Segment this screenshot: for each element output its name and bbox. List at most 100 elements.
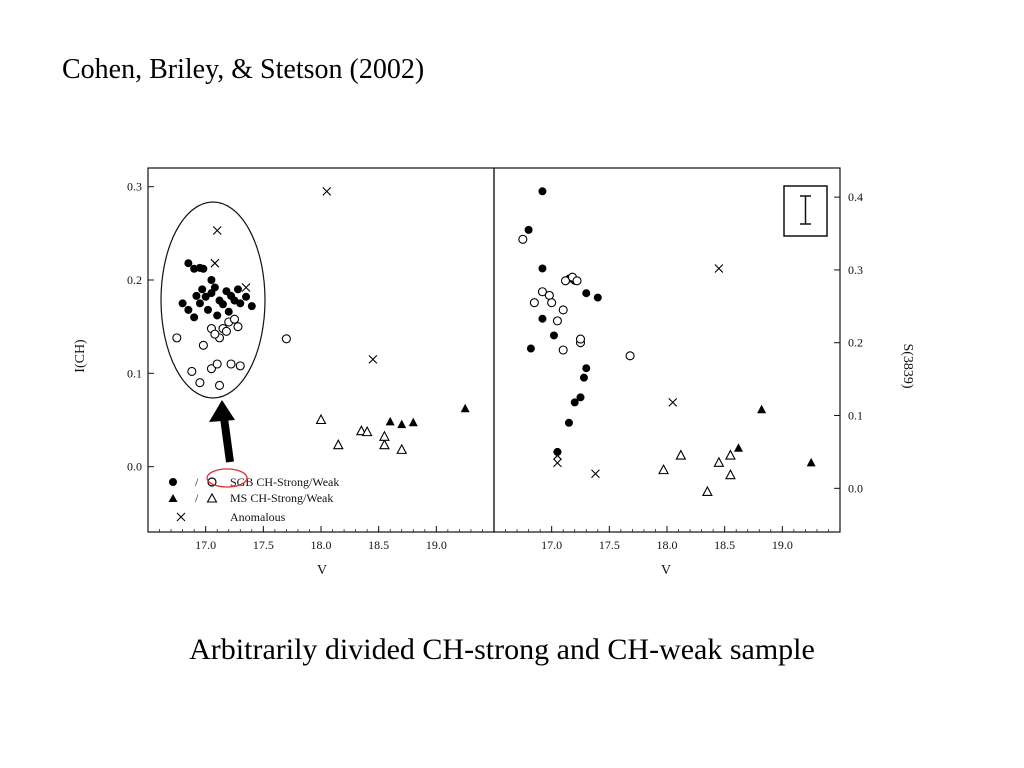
data-point-x xyxy=(714,264,724,273)
data-point-circle-open xyxy=(281,334,291,344)
data-point-circle-filled xyxy=(178,299,187,308)
data-point-circle-filled xyxy=(570,398,579,407)
data-point-circle-filled xyxy=(199,264,208,273)
svg-text:/: / xyxy=(195,475,199,489)
y-tick-label: 0.3 xyxy=(848,263,863,277)
legend-marker-circle-filled xyxy=(169,478,177,486)
data-point-circle-open xyxy=(558,345,568,355)
data-point-x xyxy=(553,458,562,468)
data-point-circle-filled xyxy=(524,225,533,234)
left-data-points xyxy=(172,186,470,454)
legend-marker-triangle-filled xyxy=(168,494,178,502)
data-point-circle-open xyxy=(206,364,216,374)
data-point-circle-filled xyxy=(242,292,251,301)
data-point-circle-open xyxy=(547,298,557,308)
y-tick-label: 0.1 xyxy=(127,366,142,380)
legend-marker-circle-open xyxy=(207,477,217,487)
data-point-circle-filled xyxy=(576,393,585,402)
data-point-circle-filled xyxy=(549,331,558,340)
data-point-triangle-open xyxy=(332,439,344,450)
svg-text:/: / xyxy=(195,491,199,505)
data-point-circle-open xyxy=(221,326,231,336)
right-axes: 17.0 17.5 18.0 18.5 19.0 0.0 0.1 0.2 0.3 0.4 xyxy=(493,190,863,552)
x-tick-label: 19.0 xyxy=(772,538,793,552)
data-point-circle-filled xyxy=(553,447,562,456)
data-point-circle-filled xyxy=(207,289,216,298)
data-point-circle-open xyxy=(226,359,236,369)
data-point-x xyxy=(212,226,222,235)
data-point-circle-filled xyxy=(198,285,207,294)
data-point-circle-open xyxy=(572,276,582,286)
data-point-circle-open xyxy=(210,329,220,339)
data-point-triangle-filled xyxy=(408,417,418,427)
data-point-triangle-open xyxy=(379,430,390,441)
sgb-highlight-oval xyxy=(206,468,248,488)
data-point-x xyxy=(668,398,678,407)
data-point-circle-open xyxy=(625,351,635,361)
data-point-circle-open xyxy=(229,314,240,324)
data-point-triangle-open xyxy=(355,425,367,436)
y-tick-label: 0.3 xyxy=(127,180,142,194)
data-point-circle-filled xyxy=(207,276,216,284)
x-tick-label: 17.0 xyxy=(195,538,216,552)
data-point-circle-filled xyxy=(184,259,193,268)
legend-label-anomalous: Anomalous xyxy=(230,510,286,524)
data-point-circle-open xyxy=(195,378,205,388)
data-point-circle-filled xyxy=(233,285,242,294)
data-point-circle-filled xyxy=(195,299,204,308)
data-point-circle-filled xyxy=(582,289,591,298)
data-point-triangle-filled xyxy=(397,419,407,429)
highlight-ellipse xyxy=(160,201,266,399)
data-point-circle-filled xyxy=(582,364,591,373)
y-tick-label: 0.1 xyxy=(848,409,863,423)
data-point-circle-open xyxy=(518,234,528,244)
data-point-triangle-filled xyxy=(460,403,470,413)
y-tick-label: 0.2 xyxy=(127,273,142,287)
figure-ch-index-vs-v: 17.0 17.5 18.0 18.5 19.00.00.10.20.3 17.0 17.… xyxy=(73,167,915,578)
arrow-icon xyxy=(209,400,235,463)
data-point-circle-filled xyxy=(218,300,227,309)
x-tick-label: 18.0 xyxy=(657,538,678,552)
left-axes: 17.0 17.5 18.0 18.5 19.0 0.0 0.1 0.2 0.3 xyxy=(127,180,483,552)
x-tick-label: 17.5 xyxy=(253,538,274,552)
legend-marker-x xyxy=(176,512,186,522)
data-point-circle-filled xyxy=(538,187,547,196)
data-point-circle-filled xyxy=(213,311,222,320)
data-point-circle-open xyxy=(233,322,243,332)
data-point-triangle-filled xyxy=(385,416,395,426)
data-point-circle-open xyxy=(552,316,562,326)
data-point-triangle-open xyxy=(725,449,736,460)
data-point-x xyxy=(591,469,600,479)
data-point-circle-open xyxy=(560,276,571,286)
data-point-x xyxy=(210,258,220,268)
data-point-x xyxy=(241,283,251,292)
right-xlabel: V xyxy=(661,563,671,578)
x-tick-label: 17.5 xyxy=(599,538,620,552)
data-point-x xyxy=(553,451,562,460)
data-point-triangle-open xyxy=(315,413,327,425)
right-data-points xyxy=(518,187,816,497)
legend: / SGB CH-Strong/Weak / MS CH-Strong/Weak… xyxy=(168,468,339,524)
x-tick-label: 18.5 xyxy=(368,538,389,552)
data-point-circle-open xyxy=(198,340,208,350)
legend-label-ms: MS CH-Strong/Weak xyxy=(230,491,333,505)
data-point-triangle-open xyxy=(658,463,669,475)
data-point-circle-filled xyxy=(192,291,201,300)
y-tick-label: 0.0 xyxy=(127,460,142,474)
data-point-circle-open xyxy=(537,287,547,297)
data-point-triangle-filled xyxy=(806,457,816,467)
data-point-circle-filled xyxy=(184,305,193,314)
y-tick-label: 0.0 xyxy=(848,481,863,495)
data-point-circle-filled xyxy=(190,313,199,322)
data-point-triangle-open xyxy=(379,439,390,450)
data-point-circle-filled xyxy=(579,373,588,382)
typical-error-bar-box xyxy=(783,185,828,237)
data-point-circle-filled xyxy=(230,296,239,305)
data-point-triangle-open xyxy=(396,443,408,454)
data-point-circle-open xyxy=(235,361,245,371)
data-point-triangle-open xyxy=(675,449,687,460)
data-point-circle-open xyxy=(575,334,586,344)
data-point-circle-open xyxy=(558,305,568,315)
x-tick-label: 19.0 xyxy=(426,538,447,552)
data-point-circle-filled xyxy=(201,292,210,301)
